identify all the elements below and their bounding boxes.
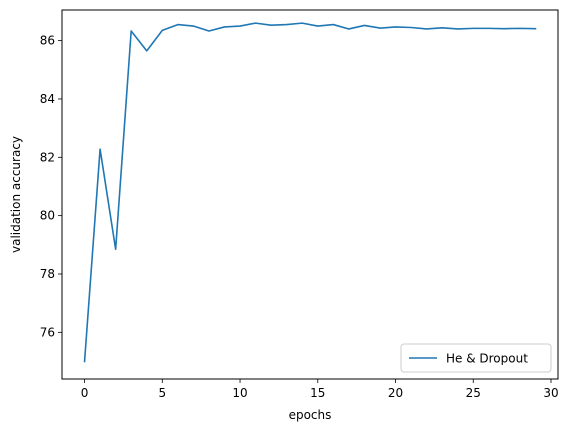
plot-area [62,10,558,379]
x-tick-label: 5 [158,386,166,400]
series-layer [83,22,537,363]
legend: He & Dropout [400,343,552,373]
y-tick-label: 76 [40,325,55,339]
y-tick-label: 86 [40,34,55,48]
y-tick-label: 80 [40,209,55,223]
y-tick-label: 78 [40,267,55,281]
x-axis-label: epochs [289,408,332,422]
legend-box [400,343,552,373]
legend-label: He & Dropout [446,352,528,366]
y-tick-label: 84 [40,92,55,106]
x-ticks: 0 5 10 15 20 25 30 [81,379,559,400]
x-tick-label: 0 [81,386,89,400]
y-tick-label: 82 [40,150,55,164]
plot-frame [61,9,559,380]
series-line [83,22,537,363]
y-ticks: 76 78 80 82 84 86 [40,34,62,339]
x-tick-label: 25 [466,386,481,400]
x-tick-label: 20 [388,386,403,400]
x-tick-label: 15 [310,386,325,400]
y-axis-label: validation accuracy [9,136,23,253]
x-tick-label: 10 [232,386,247,400]
x-tick-label: 30 [543,386,558,400]
